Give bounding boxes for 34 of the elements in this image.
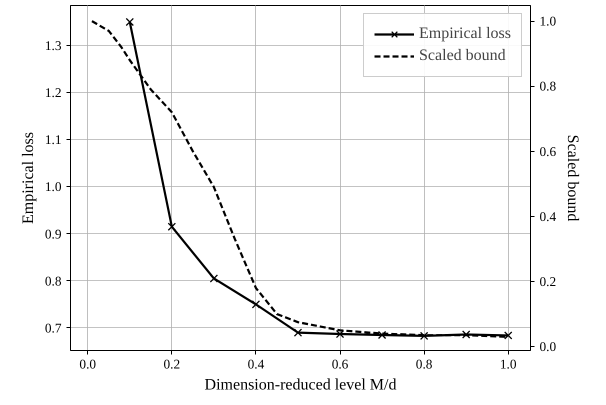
point xyxy=(168,222,176,231)
x-tick-label: 1.0 xyxy=(500,356,517,372)
y2-tick-label: 0.4 xyxy=(540,208,556,224)
y-tick-label: 1.2 xyxy=(44,85,62,100)
y2-axis-title: Scaled bound xyxy=(564,134,582,222)
y-tick-label: 0.8 xyxy=(44,273,62,288)
y2-tick-label: 0.6 xyxy=(540,144,556,159)
y2-tick-label: 1.0 xyxy=(540,14,556,29)
point xyxy=(336,330,344,338)
y2-tick-label: 0.8 xyxy=(540,78,556,94)
x-tick-label: 0.4 xyxy=(248,356,265,372)
point xyxy=(378,330,386,340)
y-tick-label: 1.3 xyxy=(44,38,62,54)
y2-tick-label: 0.0 xyxy=(540,339,556,354)
x-tick-label: 0.8 xyxy=(416,356,433,372)
y-tick-label: 1.1 xyxy=(44,132,62,148)
legend-label: Scaled bound xyxy=(419,47,506,65)
y-axis-title: Empirical loss xyxy=(20,132,37,224)
x-tick-label: 0.6 xyxy=(332,356,349,372)
point xyxy=(210,274,218,283)
y-tick-label: 1.0 xyxy=(44,179,62,194)
y-tick-label: 0.9 xyxy=(44,226,62,242)
x-tick-label: 0.2 xyxy=(164,356,180,372)
legend-label: Empirical loss xyxy=(419,25,511,43)
point xyxy=(420,332,428,340)
x-tick-label: 0.0 xyxy=(79,356,96,372)
point xyxy=(504,331,512,340)
point xyxy=(462,330,470,339)
point xyxy=(126,18,134,26)
x-axis-title: Dimension-reduced level M/d xyxy=(204,376,396,394)
point xyxy=(252,300,260,309)
y2-tick-label: 0.2 xyxy=(540,274,556,289)
point xyxy=(294,328,302,337)
y-tick-label: 0.7 xyxy=(44,320,62,336)
